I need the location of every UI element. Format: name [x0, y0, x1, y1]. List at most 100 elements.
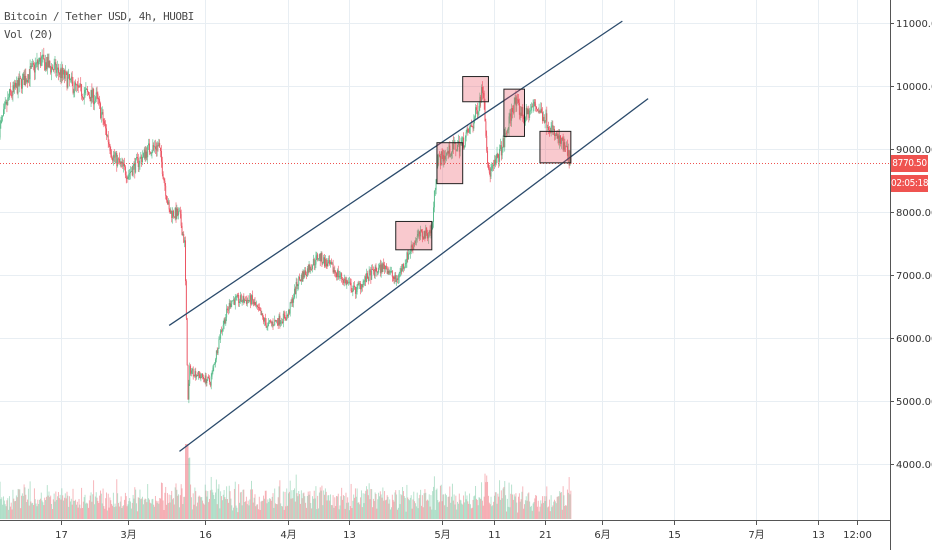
candle	[335, 272, 337, 274]
volume-bar	[549, 511, 551, 519]
candle	[199, 374, 201, 378]
candle	[56, 69, 58, 73]
candle	[106, 135, 108, 137]
x-tick-label: 7月	[748, 529, 764, 541]
volume-bar	[253, 497, 255, 519]
volume-bar	[488, 495, 489, 519]
volume-bar	[189, 457, 191, 519]
candle	[15, 82, 16, 88]
volume-bar	[257, 504, 259, 519]
volume-bar	[442, 494, 444, 519]
volume-bar	[103, 506, 105, 519]
candle	[120, 161, 122, 164]
volume-bar	[203, 503, 204, 519]
candle	[406, 252, 408, 264]
volume-bar	[194, 487, 196, 519]
candle	[118, 158, 120, 163]
volume-bar	[18, 489, 20, 519]
volume-bar	[294, 488, 295, 519]
candle	[233, 299, 234, 301]
candle	[542, 116, 544, 122]
candle	[107, 135, 109, 142]
candle	[229, 302, 231, 307]
candle	[279, 315, 281, 324]
candle	[376, 271, 378, 273]
candle	[486, 135, 488, 151]
candle	[254, 301, 256, 306]
candle	[507, 129, 509, 131]
volume-bar	[415, 506, 417, 519]
candle	[488, 163, 489, 169]
volume-bar	[397, 509, 398, 519]
volume-bar	[248, 505, 250, 519]
volume-bar	[270, 500, 272, 519]
candle	[366, 273, 368, 279]
candle	[37, 60, 39, 65]
candle	[346, 281, 348, 285]
volume-bar	[238, 484, 240, 519]
candle	[300, 279, 301, 282]
candle	[54, 62, 56, 65]
candle	[9, 89, 10, 98]
candle	[40, 58, 42, 66]
candle	[425, 227, 427, 238]
candle	[73, 90, 75, 93]
volume-bar	[188, 458, 190, 519]
volume-bar	[277, 497, 279, 519]
volume-bar	[458, 493, 460, 519]
symbol-title: Bitcoin / Tether USD, 4h, HUOBI	[4, 10, 194, 23]
volume-bar	[182, 504, 184, 519]
price-axis[interactable]: 11000.00 10000.00 9000.00 8000.00 7000.00 600…	[890, 19, 932, 471]
volume-bar	[367, 495, 369, 519]
candle	[144, 149, 146, 159]
volume-bar	[212, 492, 214, 519]
volume-bar	[101, 503, 103, 519]
volume-bar	[186, 444, 188, 519]
candle	[455, 143, 457, 151]
volume-bar	[310, 503, 312, 519]
rectangle-drawing	[539, 130, 572, 164]
candle	[531, 106, 533, 108]
time-axis[interactable]: 17 3月 16 4月 13 5月 11 21 6月 15 7月 13 12:00	[55, 520, 872, 541]
volume-bar	[409, 497, 411, 519]
candle	[497, 153, 499, 158]
drawings[interactable]	[168, 20, 649, 452]
candle	[241, 301, 243, 303]
candle	[541, 108, 543, 113]
candle	[316, 254, 318, 256]
volume-bar	[152, 498, 154, 519]
volume-bar	[409, 500, 410, 519]
volume-bar	[226, 486, 228, 519]
trendline	[179, 98, 649, 452]
volume-bar	[2, 504, 4, 519]
volume-bar	[8, 509, 10, 519]
volume-bar	[115, 506, 117, 519]
volume-bar	[363, 503, 365, 519]
candle	[226, 308, 228, 318]
volume-bar	[397, 507, 399, 519]
candle	[191, 369, 193, 371]
candle	[415, 240, 416, 244]
volume-bar	[404, 497, 406, 519]
volume-bar	[179, 507, 180, 519]
candle	[130, 171, 132, 173]
candle	[398, 273, 400, 278]
candle	[243, 296, 245, 303]
candle	[184, 240, 186, 243]
volume-bar	[110, 500, 112, 519]
volume-bar	[129, 498, 131, 519]
candle	[478, 105, 480, 112]
candle	[313, 259, 315, 265]
volume-bar	[215, 492, 216, 519]
candle	[554, 128, 555, 136]
candle	[291, 298, 293, 304]
candle	[542, 112, 543, 122]
volume-bar	[111, 503, 113, 519]
volume-bar	[44, 497, 46, 519]
volume-bar	[131, 502, 133, 519]
candle	[420, 229, 422, 237]
candle	[352, 289, 354, 292]
volume-bar	[240, 491, 242, 519]
candle	[340, 273, 342, 276]
